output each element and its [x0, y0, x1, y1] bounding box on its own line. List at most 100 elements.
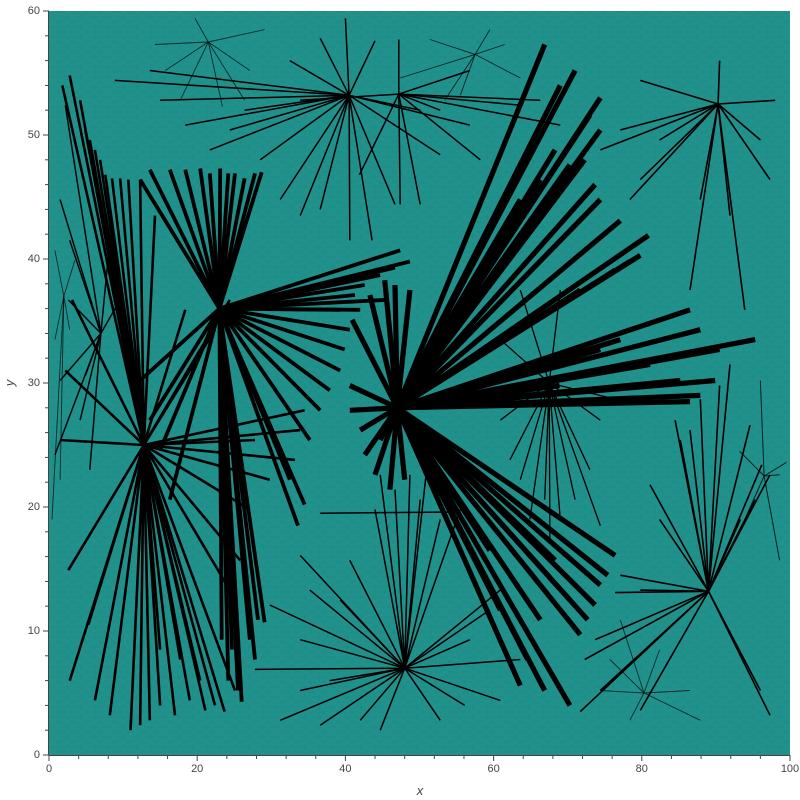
segment — [138, 307, 221, 382]
segment — [764, 474, 780, 477]
segment — [198, 168, 222, 309]
segment — [218, 248, 401, 311]
segment — [349, 318, 400, 409]
segment — [129, 444, 146, 731]
segment — [142, 444, 202, 681]
segment — [142, 444, 231, 591]
segment — [403, 474, 411, 669]
segment — [679, 439, 710, 592]
segment — [620, 103, 719, 131]
segment — [395, 405, 557, 563]
segment — [459, 54, 476, 96]
segment — [68, 444, 146, 681]
segment — [377, 406, 400, 442]
segment — [108, 444, 146, 716]
segment — [600, 103, 719, 151]
segment — [194, 18, 209, 43]
segment — [639, 103, 719, 181]
segment — [403, 499, 421, 669]
segment — [54, 333, 102, 456]
segment — [183, 169, 222, 310]
segment — [429, 39, 476, 55]
segment — [403, 509, 462, 669]
segment — [64, 105, 102, 334]
segment — [474, 44, 505, 55]
segment — [219, 306, 351, 332]
segment — [394, 84, 563, 409]
segment — [217, 308, 224, 640]
segment — [218, 307, 322, 412]
segment — [64, 369, 145, 446]
segment — [160, 94, 350, 102]
x-tick-label: 80 — [636, 763, 648, 775]
segment — [659, 103, 719, 141]
axes: 0 20 40 60 80 100 0 10 20 30 40 50 60 — [28, 5, 799, 775]
segment — [499, 339, 550, 384]
segment — [394, 406, 503, 612]
segment — [344, 18, 350, 96]
segment — [319, 667, 406, 726]
x-axis-label: x — [416, 783, 424, 798]
segment — [398, 69, 471, 95]
segment — [269, 604, 406, 669]
segment — [142, 309, 187, 446]
segment — [398, 93, 541, 102]
segment — [289, 59, 350, 96]
segment — [658, 518, 710, 592]
segment — [404, 639, 471, 669]
segment — [259, 94, 350, 161]
segment — [329, 667, 405, 682]
segment — [718, 99, 776, 105]
segment — [165, 41, 209, 71]
segment — [320, 511, 461, 514]
segment — [404, 658, 521, 669]
segment — [300, 638, 405, 669]
segment — [619, 619, 645, 694]
segment — [444, 54, 476, 101]
segment — [142, 444, 152, 721]
segment — [118, 178, 146, 446]
segment — [110, 178, 146, 446]
segment — [398, 94, 401, 205]
segment — [395, 406, 473, 521]
segment — [148, 307, 222, 422]
segment — [185, 94, 350, 126]
x-tick-label: 0 — [46, 763, 52, 775]
segment — [759, 380, 765, 477]
segment — [68, 75, 146, 446]
segment — [689, 103, 719, 291]
segment — [707, 590, 762, 691]
segment — [643, 690, 691, 694]
segment — [348, 40, 376, 96]
x-tick-label: 20 — [191, 763, 203, 775]
segment — [63, 260, 76, 297]
segment — [54, 250, 65, 297]
segment — [643, 692, 701, 721]
segment — [639, 590, 710, 711]
segment — [398, 93, 441, 111]
segment — [300, 667, 405, 692]
segment — [67, 444, 145, 571]
x-tick-label: 60 — [487, 763, 499, 775]
segment — [63, 296, 71, 330]
segment — [394, 289, 413, 409]
segment — [168, 169, 222, 310]
segment — [629, 103, 719, 201]
y-tick-label: 0 — [34, 749, 40, 761]
segment — [149, 69, 350, 97]
y-tick-label: 10 — [28, 625, 40, 637]
segment — [207, 41, 223, 107]
segment — [474, 29, 491, 55]
segment — [404, 667, 441, 721]
segment — [398, 93, 561, 126]
segment — [359, 667, 406, 721]
segment — [699, 399, 710, 592]
segment — [70, 299, 145, 446]
segment — [300, 93, 399, 102]
segment — [349, 559, 406, 669]
segment — [218, 307, 331, 392]
y-tick-label: 40 — [28, 253, 40, 265]
y-tick-label: 30 — [28, 377, 40, 389]
segment — [61, 85, 146, 446]
